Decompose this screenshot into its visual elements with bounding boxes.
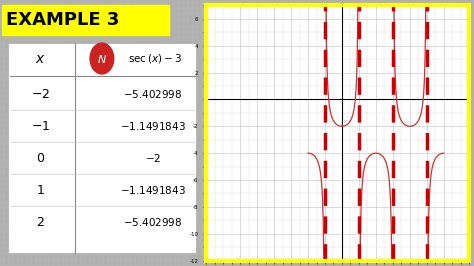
Text: $-1.1491843$: $-1.1491843$ [120, 184, 186, 196]
Text: $\mathrm{sec}\,(x)-3$: $\mathrm{sec}\,(x)-3$ [128, 52, 182, 65]
Text: $-5.402998$: $-5.402998$ [123, 216, 182, 228]
Text: $-5.402998$: $-5.402998$ [123, 88, 182, 101]
Text: $\mathit{N}$: $\mathit{N}$ [97, 52, 107, 65]
Text: EXAMPLE 3: EXAMPLE 3 [6, 11, 119, 29]
Text: $-2$: $-2$ [31, 88, 50, 101]
Text: $2$: $2$ [36, 216, 45, 228]
Text: $-1.1491843$: $-1.1491843$ [120, 120, 186, 132]
FancyBboxPatch shape [8, 43, 196, 253]
Text: $1$: $1$ [36, 184, 45, 197]
Text: $-2$: $-2$ [145, 152, 161, 164]
Text: $-1$: $-1$ [31, 120, 50, 133]
Text: $0$: $0$ [36, 152, 46, 165]
Circle shape [90, 43, 114, 74]
Text: $x$: $x$ [36, 52, 46, 65]
FancyBboxPatch shape [2, 5, 169, 35]
